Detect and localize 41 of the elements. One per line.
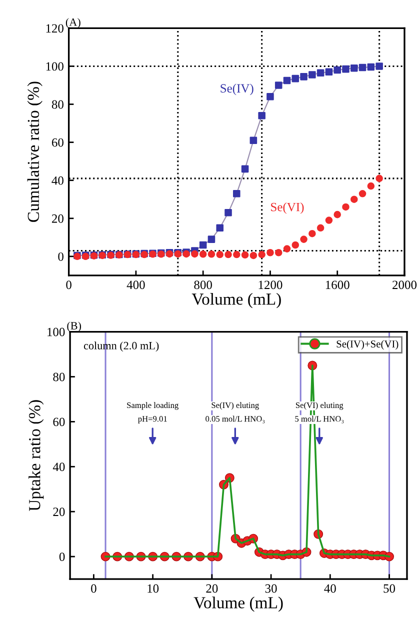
annotation: pH=9.01 <box>138 416 167 424</box>
annotation: 5 mol/L HNO₃ <box>295 416 344 424</box>
x-tick-label: 10 <box>148 584 159 593</box>
y-tick-label: 80 <box>52 100 64 109</box>
annotation: Se(IV) eluting <box>212 402 259 410</box>
y-tick-label: 20 <box>53 508 65 516</box>
y-axis-title: Uptake ratio (%) <box>28 400 44 512</box>
legend-label: Se(IV)+Se(VI) <box>336 340 398 350</box>
annotation: Sample loading <box>127 402 178 410</box>
annotation: 0.05 mol/L HNO₃ <box>206 416 265 424</box>
x-tick-label: 800 <box>194 280 212 290</box>
y-tick-label: 0 <box>58 252 64 261</box>
series-label: Se(VI) <box>271 202 304 214</box>
y-axis-title: Cumulative ratio (%) <box>27 82 42 222</box>
x-tick-label: 0 <box>91 584 96 593</box>
x-tick-label: 400 <box>126 280 145 290</box>
annotation: Se(VI) eluting <box>296 402 344 410</box>
annotation: column (2.0 mL) <box>84 342 159 352</box>
y-tick-label: 20 <box>52 214 64 223</box>
x-axis-title: Volume (mL) <box>194 596 283 612</box>
y-tick-label: 60 <box>52 138 64 147</box>
x-tick-label: 40 <box>324 584 336 593</box>
y-tick-label: 0 <box>59 552 65 562</box>
y-tick-label: 100 <box>46 62 64 71</box>
x-tick-label: 0 <box>66 280 72 290</box>
y-tick-label: 40 <box>52 176 64 185</box>
y-tick-label: 40 <box>52 462 65 472</box>
annotation: (A) <box>66 18 80 28</box>
x-tick-label: 30 <box>265 584 277 593</box>
x-axis-title: Volume (mL) <box>192 293 281 308</box>
x-tick-label: 50 <box>384 584 396 593</box>
y-tick-label: 80 <box>53 372 65 382</box>
x-tick-label: 20 <box>206 584 218 593</box>
x-tick-label: 1600 <box>326 280 350 290</box>
x-tick-label: 2000 <box>392 280 417 290</box>
text: (B) <box>67 322 82 332</box>
x-tick-label: 1200 <box>258 280 282 290</box>
series-label: Se(IV) <box>220 84 254 96</box>
y-tick-label: 60 <box>53 418 65 426</box>
y-tick-label: 100 <box>48 328 65 336</box>
y-tick-label: 120 <box>46 24 64 33</box>
